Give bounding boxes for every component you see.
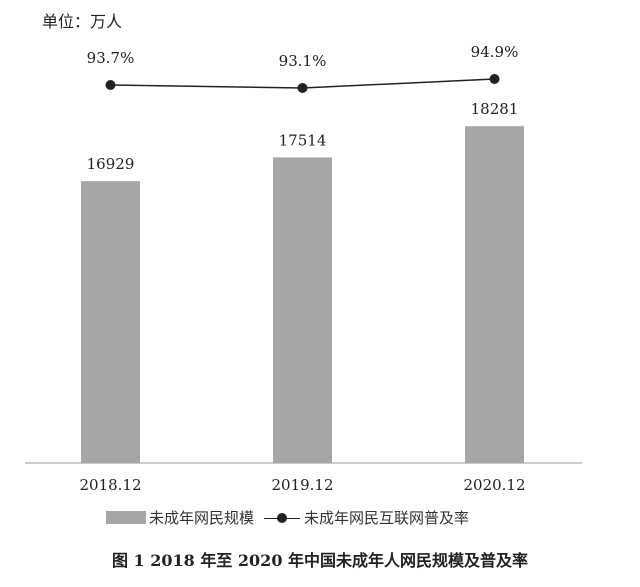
legend: 未成年网民规模 未成年网民互联网普及率 (106, 507, 469, 528)
bar-data-label: 17514 (279, 131, 327, 149)
line-data-label: 93.7% (87, 49, 135, 67)
line-point-2018.12 (105, 80, 116, 90)
line-data-label: 94.9% (471, 43, 519, 61)
x-tick-label: 2018.12 (79, 476, 141, 494)
line-point-2020.12 (489, 74, 500, 84)
chart-caption: 图 1 2018 年至 2020 年中国未成年人网民规模及普及率 (111, 551, 529, 570)
line-data-label: 93.1% (279, 52, 327, 70)
legend-line-swatch (264, 511, 301, 525)
bar-2019.12 (273, 157, 332, 463)
bar-data-label: 18281 (471, 100, 519, 118)
bar-2020.12 (465, 126, 524, 463)
legend-bar-label: 未成年网民规模 (149, 509, 255, 527)
bar-2018.12 (81, 181, 140, 463)
x-tick-label: 2019.12 (271, 476, 333, 494)
unit-label: 单位：万人 (42, 12, 123, 31)
chart-plot: 16929 2018.12 17514 2019.12 18281 2020.12 93.7… (25, 43, 582, 494)
x-tick-label: 2020.12 (463, 476, 525, 494)
legend-line-label: 未成年网民互联网普及率 (304, 509, 470, 527)
line-point-2019.12 (297, 83, 308, 93)
legend-bar-swatch (106, 511, 146, 524)
bar-data-label: 16929 (87, 155, 135, 173)
